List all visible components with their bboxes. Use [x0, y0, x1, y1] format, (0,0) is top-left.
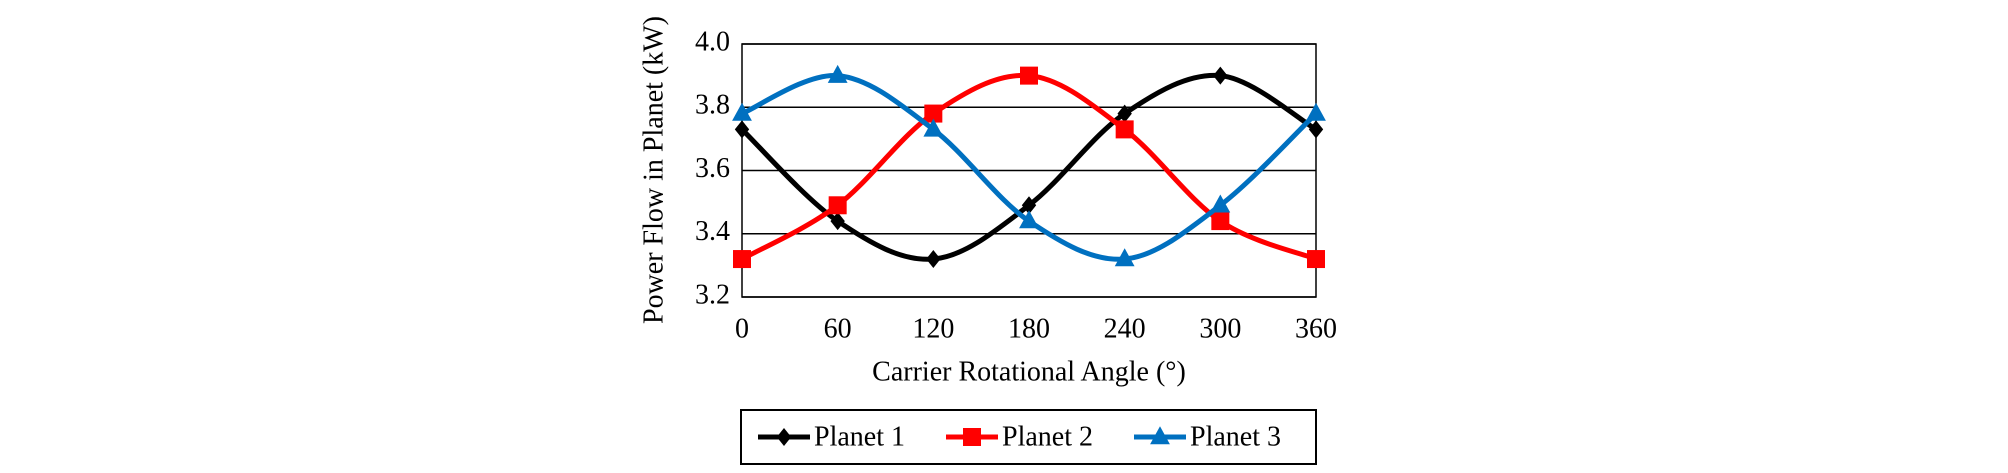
legend-label: Planet 3: [1190, 421, 1281, 452]
x-tick-label: 0: [735, 313, 749, 344]
y-axis-title: Power Flow in Planet (kW): [638, 16, 669, 324]
marker: [734, 120, 750, 139]
legend-label: Planet 1: [814, 421, 905, 452]
x-tick-label: 360: [1295, 313, 1337, 344]
y-tick-label: 3.4: [695, 216, 730, 247]
marker: [1021, 196, 1037, 215]
marker: [926, 250, 941, 269]
plot-frame: [741, 43, 1317, 298]
legend-label: Planet 2: [1002, 421, 1093, 452]
series-line: [740, 73, 1318, 262]
marker: [963, 428, 981, 446]
x-tick-label: 180: [1008, 313, 1050, 344]
legend-box: [740, 409, 1317, 465]
marker: [827, 64, 848, 83]
marker: [1114, 248, 1135, 267]
x-tick-label: 300: [1199, 313, 1241, 344]
marker: [924, 104, 943, 123]
marker: [1019, 210, 1039, 229]
y-tick-label: 3.2: [695, 279, 730, 310]
marker: [1308, 120, 1324, 139]
marker: [828, 196, 847, 215]
marker: [776, 428, 792, 446]
marker: [1117, 104, 1132, 123]
marker: [733, 250, 751, 269]
marker: [1213, 66, 1228, 85]
y-tick-label: 3.8: [695, 90, 730, 121]
marker: [1150, 426, 1170, 445]
marker: [1211, 212, 1230, 231]
x-tick-label: 240: [1104, 313, 1146, 344]
series-line: [740, 72, 1317, 262]
marker: [830, 212, 845, 231]
marker: [923, 118, 944, 137]
marker: [1306, 102, 1326, 121]
x-tick-label: 120: [912, 313, 954, 344]
x-tick-label: 60: [824, 313, 852, 344]
marker: [1020, 66, 1038, 85]
y-tick-label: 4.0: [695, 26, 730, 57]
marker: [1115, 120, 1134, 139]
marker: [732, 102, 752, 121]
series-line: [740, 72, 1318, 262]
x-axis-title: Carrier Rotational Angle (°): [872, 356, 1186, 387]
marker: [1307, 250, 1325, 269]
y-tick-label: 3.6: [695, 153, 730, 184]
marker: [1210, 194, 1231, 213]
